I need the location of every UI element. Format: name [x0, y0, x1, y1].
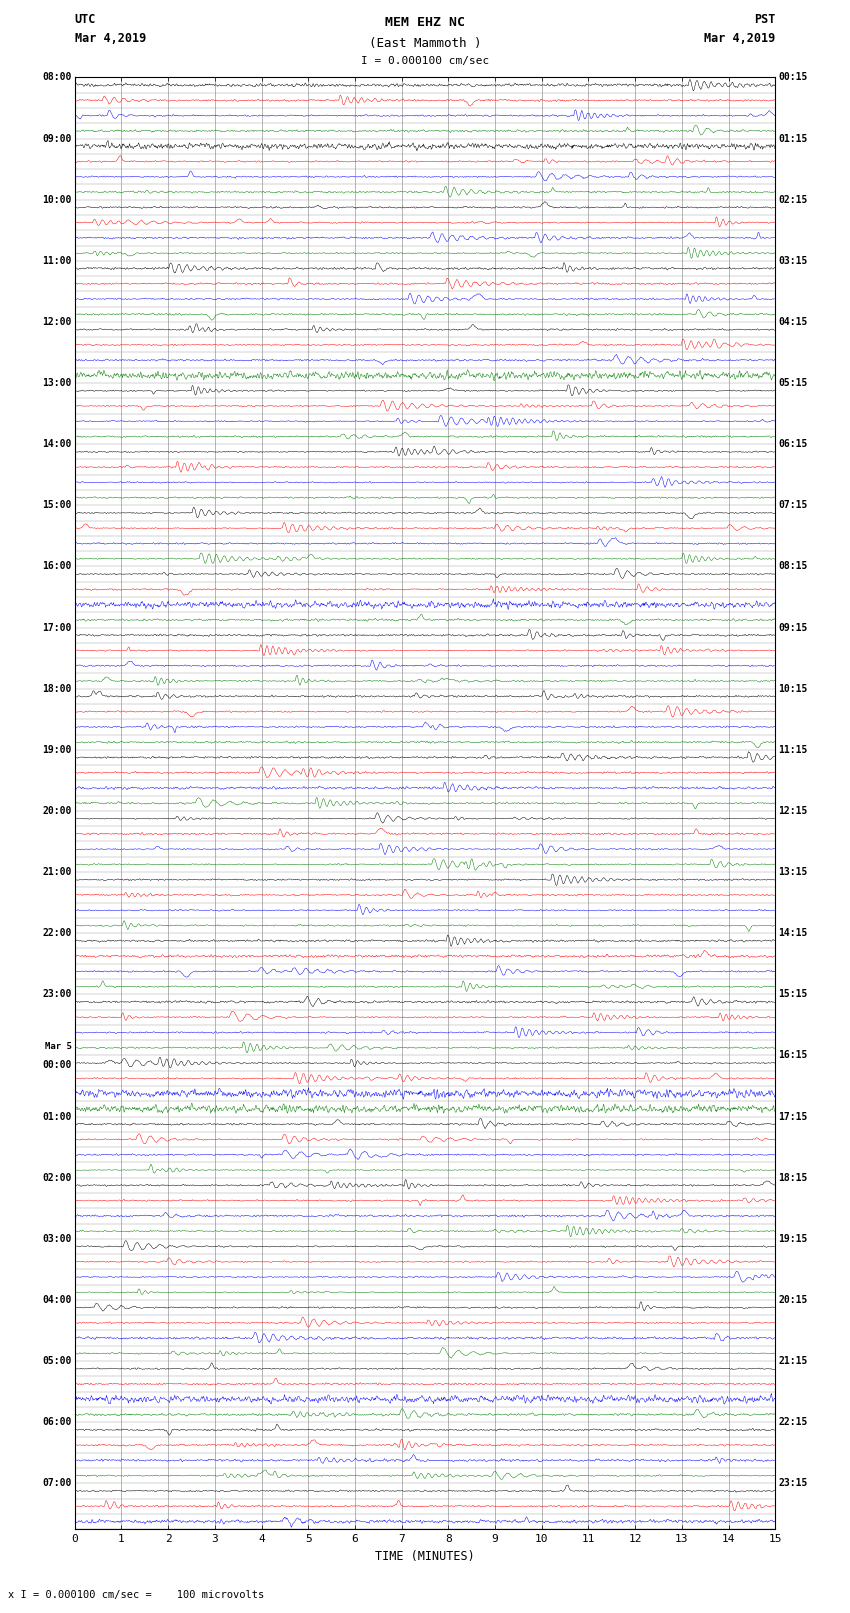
Text: 10:00: 10:00 [42, 195, 71, 205]
Text: 16:00: 16:00 [42, 561, 71, 571]
Text: Mar 5: Mar 5 [44, 1042, 71, 1050]
Text: 02:00: 02:00 [42, 1173, 71, 1182]
Text: 23:15: 23:15 [779, 1478, 808, 1489]
Text: 17:15: 17:15 [779, 1111, 808, 1121]
Text: 04:00: 04:00 [42, 1295, 71, 1305]
Text: 20:00: 20:00 [42, 806, 71, 816]
Text: 06:00: 06:00 [42, 1418, 71, 1428]
Text: 03:15: 03:15 [779, 256, 808, 266]
Text: 22:15: 22:15 [779, 1418, 808, 1428]
Text: 09:15: 09:15 [779, 623, 808, 632]
Text: 16:15: 16:15 [779, 1050, 808, 1060]
Text: 17:00: 17:00 [42, 623, 71, 632]
Text: 05:00: 05:00 [42, 1357, 71, 1366]
Text: 13:00: 13:00 [42, 377, 71, 389]
Text: 02:15: 02:15 [779, 195, 808, 205]
Text: Mar 4,2019: Mar 4,2019 [75, 32, 146, 45]
Text: 18:00: 18:00 [42, 684, 71, 694]
Text: 07:00: 07:00 [42, 1478, 71, 1489]
Text: 01:15: 01:15 [779, 134, 808, 144]
Text: 23:00: 23:00 [42, 989, 71, 1000]
Text: 12:00: 12:00 [42, 316, 71, 327]
Text: 15:00: 15:00 [42, 500, 71, 510]
Text: 00:00: 00:00 [42, 1060, 71, 1071]
Text: 08:15: 08:15 [779, 561, 808, 571]
Text: 04:15: 04:15 [779, 316, 808, 327]
Text: 03:00: 03:00 [42, 1234, 71, 1244]
Text: x I = 0.000100 cm/sec =    100 microvolts: x I = 0.000100 cm/sec = 100 microvolts [8, 1590, 264, 1600]
Text: 15:15: 15:15 [779, 989, 808, 1000]
Text: 09:00: 09:00 [42, 134, 71, 144]
X-axis label: TIME (MINUTES): TIME (MINUTES) [375, 1550, 475, 1563]
Text: 22:00: 22:00 [42, 927, 71, 939]
Text: MEM EHZ NC: MEM EHZ NC [385, 16, 465, 29]
Text: 00:15: 00:15 [779, 73, 808, 82]
Text: 14:00: 14:00 [42, 439, 71, 448]
Text: 18:15: 18:15 [779, 1173, 808, 1182]
Text: 11:00: 11:00 [42, 256, 71, 266]
Text: 05:15: 05:15 [779, 377, 808, 389]
Text: 11:15: 11:15 [779, 745, 808, 755]
Text: 19:15: 19:15 [779, 1234, 808, 1244]
Text: 21:00: 21:00 [42, 868, 71, 877]
Text: 14:15: 14:15 [779, 927, 808, 939]
Text: 12:15: 12:15 [779, 806, 808, 816]
Text: 07:15: 07:15 [779, 500, 808, 510]
Text: PST: PST [754, 13, 775, 26]
Text: (East Mammoth ): (East Mammoth ) [369, 37, 481, 50]
Text: 21:15: 21:15 [779, 1357, 808, 1366]
Text: UTC: UTC [75, 13, 96, 26]
Text: Mar 4,2019: Mar 4,2019 [704, 32, 775, 45]
Text: 10:15: 10:15 [779, 684, 808, 694]
Text: 08:00: 08:00 [42, 73, 71, 82]
Text: 01:00: 01:00 [42, 1111, 71, 1121]
Text: 20:15: 20:15 [779, 1295, 808, 1305]
Text: 19:00: 19:00 [42, 745, 71, 755]
Text: 13:15: 13:15 [779, 868, 808, 877]
Text: I = 0.000100 cm/sec: I = 0.000100 cm/sec [361, 56, 489, 66]
Text: 06:15: 06:15 [779, 439, 808, 448]
